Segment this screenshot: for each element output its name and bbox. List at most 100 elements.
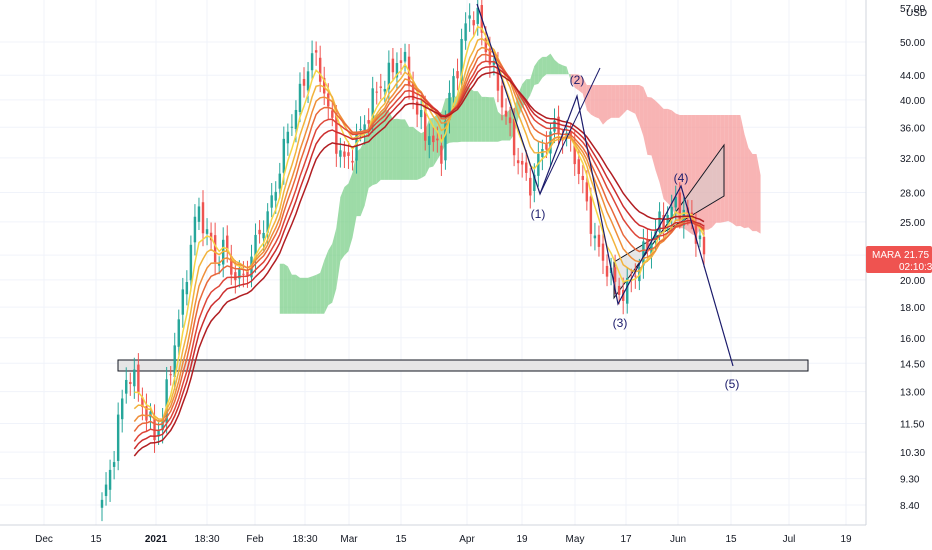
candle-body [440, 145, 443, 164]
cloud-bull-segment [489, 97, 494, 142]
candle-body [112, 462, 116, 467]
candle-body [331, 110, 334, 118]
candle-body [129, 381, 132, 384]
price-tick-label: 8.40 [900, 501, 920, 512]
candle-body [310, 53, 314, 71]
candle-body [339, 150, 342, 157]
candle-body [181, 289, 185, 315]
support-zone-rect[interactable] [117, 359, 809, 372]
cloud-bull-segment [538, 56, 543, 84]
candle-body [335, 112, 338, 154]
candle-body [359, 128, 362, 131]
candle-body [173, 345, 176, 377]
last-price-badge-bg [866, 246, 932, 273]
time-tick-label: Jun [670, 534, 686, 545]
candle-body [120, 398, 124, 420]
candle-body [452, 76, 455, 98]
candle-body [500, 85, 504, 108]
cloud-bear-segment [615, 85, 620, 118]
candle-body [428, 136, 431, 145]
cloud-bull-segment [558, 63, 563, 75]
candle-body [670, 206, 673, 219]
candle-body [698, 235, 702, 240]
time-tick-label: 15 [725, 534, 737, 545]
support-zone[interactable] [117, 359, 809, 372]
price-tick-label: 57.00 [900, 4, 925, 15]
currency-text: USD [906, 8, 927, 19]
currency-label: USD [906, 8, 927, 19]
price-tick-label: 25.00 [900, 218, 925, 229]
time-tick-label: 18:30 [292, 534, 317, 545]
cloud-bull-segment [344, 183, 349, 256]
candle-body [286, 131, 290, 144]
cloud-bear-segment [752, 154, 757, 232]
candle-body [327, 93, 330, 107]
time-tick-label: Dec [35, 534, 53, 545]
cloud-bear-segment [748, 147, 753, 232]
candle-body [133, 369, 136, 387]
time-tick-label: 18:30 [194, 534, 219, 545]
cloud-bull-segment [473, 91, 478, 142]
candle-body [258, 229, 261, 235]
cloud-bear-segment [667, 108, 672, 207]
ma-ribbon-line [133, 53, 705, 432]
cloud-bear-segment [635, 85, 640, 125]
time-tick-label: 19 [516, 534, 528, 545]
candle-body [456, 71, 459, 79]
candle-body [282, 138, 286, 173]
last-price-value: 21.75 [904, 250, 929, 261]
time-tick-label: 17 [620, 534, 632, 545]
candle-body [553, 120, 556, 132]
candle-body [238, 268, 241, 279]
candle-body [306, 71, 310, 91]
cloud-bear-segment [744, 133, 749, 229]
cloud-bull-segment [485, 96, 490, 142]
candle-body [484, 37, 488, 53]
candle-body [145, 406, 148, 421]
candle-body [557, 116, 560, 134]
cloud-bull-segment [312, 274, 317, 314]
cloud-bull-segment [501, 113, 507, 141]
cloud-bear-segment [756, 154, 761, 234]
candle-body [298, 83, 302, 112]
candle-body [387, 62, 391, 90]
price-tick-label: 20.00 [900, 276, 925, 287]
candle-body [153, 416, 156, 441]
cloud-bear-segment [619, 85, 624, 118]
candle-body [205, 229, 209, 234]
candle-body [605, 265, 609, 277]
candle-body [314, 50, 318, 53]
cloud-bear-segment [663, 108, 668, 204]
candle-body [363, 124, 366, 134]
candle-body [399, 60, 403, 63]
time-axis[interactable]: Dec 15 2021 18:30 Feb 18:30 Mar 15 Apr 19 May 17 Jun… [0, 524, 932, 550]
ma-ribbon-line [133, 46, 705, 422]
cloud-bull-segment [530, 66, 535, 96]
candle-body [395, 63, 399, 78]
candle-body [577, 159, 580, 175]
price-tick-label: 18.00 [900, 303, 925, 314]
candle-body [492, 60, 496, 65]
candle-body [294, 109, 298, 130]
cloud-bear-segment [639, 85, 644, 137]
candle-body [626, 277, 629, 304]
cloud-bull-segment [336, 197, 341, 289]
candle-body [242, 273, 245, 275]
candle-body [343, 151, 346, 157]
candle-body [411, 81, 415, 101]
candle-body [617, 285, 621, 295]
candle-body [217, 263, 221, 266]
cloud-bull-segment [477, 91, 482, 142]
price-tick-label: 44.00 [900, 71, 925, 82]
candle-body [654, 231, 657, 239]
cloud-bull-segment [380, 109, 385, 180]
cloud-bull-segment [356, 148, 361, 217]
cloud-bull-segment [550, 53, 555, 75]
wave-label-2: (2) [570, 73, 585, 87]
candle-body [141, 397, 144, 408]
candle-body [537, 153, 540, 176]
cloud-bull-segment [308, 276, 313, 314]
cloud-bear-segment [724, 115, 729, 222]
candle-body [504, 110, 508, 117]
